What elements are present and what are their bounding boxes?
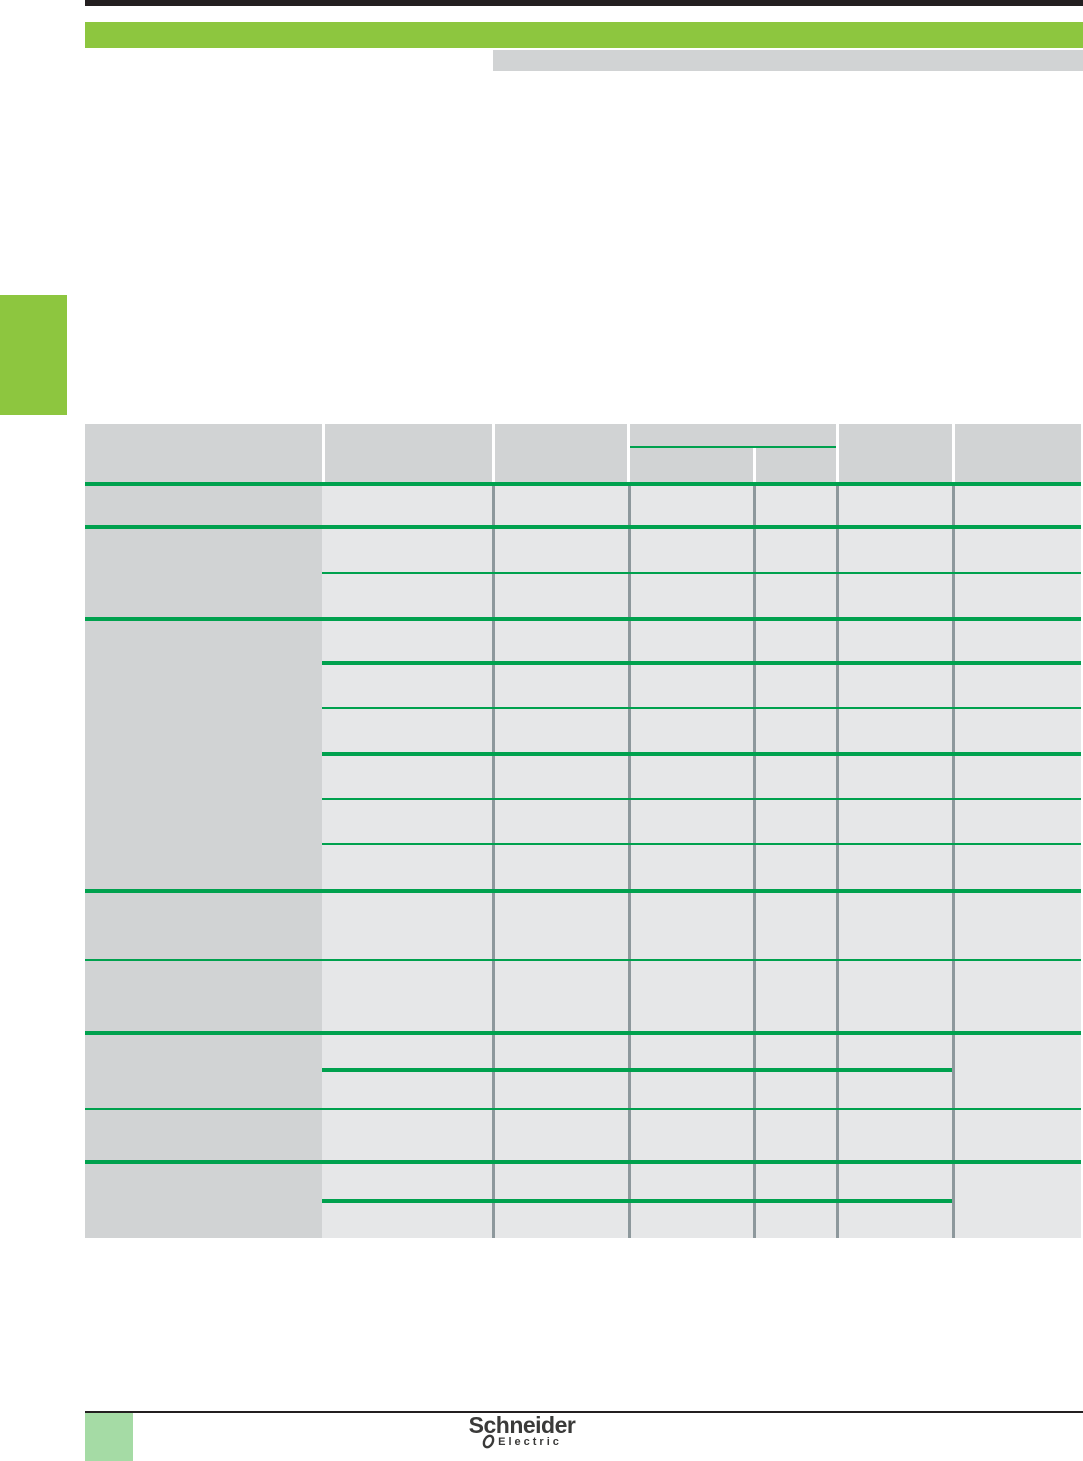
table-header-cell xyxy=(85,424,322,482)
schneider-emblem-icon xyxy=(482,1434,495,1449)
row-divider xyxy=(322,752,1081,756)
table-header-cell xyxy=(839,424,952,482)
top-subtitle-band xyxy=(493,50,1083,71)
header-group-underline xyxy=(630,446,836,448)
column-divider xyxy=(952,486,955,1238)
row-divider xyxy=(322,1199,952,1203)
footer-rule xyxy=(85,1411,1083,1413)
column-divider xyxy=(492,486,495,1238)
row-divider xyxy=(322,798,1081,800)
row-divider xyxy=(85,1031,1081,1035)
table-header-group-cell xyxy=(630,424,836,482)
top-green-banner xyxy=(85,22,1083,48)
row-divider xyxy=(85,959,1081,961)
row-divider xyxy=(322,707,1081,709)
table-header-cell xyxy=(325,424,492,482)
table-header-cell xyxy=(955,424,1081,482)
left-edge-green-tab xyxy=(0,295,67,415)
brand-name: Schneider xyxy=(468,1412,576,1438)
footer-green-square xyxy=(85,1413,133,1461)
row-divider xyxy=(322,572,1081,574)
column-divider xyxy=(836,486,839,1238)
row-divider xyxy=(85,482,1081,486)
top-black-rule xyxy=(85,0,1083,6)
row-divider xyxy=(322,1068,952,1072)
row-divider xyxy=(85,889,1081,893)
row-divider xyxy=(85,617,1081,621)
row-divider xyxy=(85,1160,1081,1164)
brand-subname: Electric xyxy=(498,1435,562,1448)
row-label-column xyxy=(85,486,322,1238)
row-divider xyxy=(322,661,1081,665)
table-header-cell xyxy=(495,424,627,482)
header-subcolumn-gap xyxy=(753,448,756,482)
schneider-logo: Schneider Electric xyxy=(442,1414,602,1449)
table-body xyxy=(322,486,1081,1238)
column-divider xyxy=(753,486,756,1238)
column-divider xyxy=(628,486,631,1238)
row-divider xyxy=(322,843,1081,845)
row-divider xyxy=(85,525,1081,529)
row-divider xyxy=(85,1108,1081,1110)
